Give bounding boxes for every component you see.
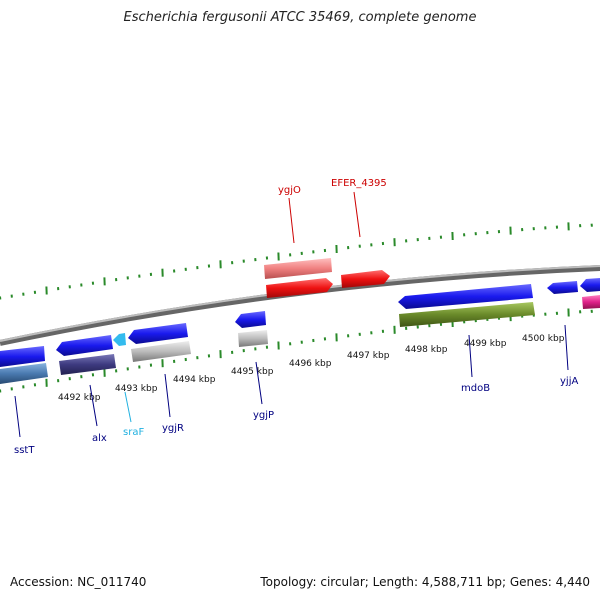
kbp-label: 4492 kbp xyxy=(58,393,101,403)
gene-label-alx[interactable]: alx xyxy=(92,433,107,444)
gene-sraF-ncrna[interactable] xyxy=(113,333,126,346)
kbp-labels: 4492 kbp 4493 kbp 4494 kbp 4495 kbp 4496… xyxy=(58,334,565,403)
accession-text: Accession: NC_011740 xyxy=(10,575,147,589)
gene-label-EFER-4395[interactable]: EFER_4395 xyxy=(331,178,387,189)
kbp-label: 4495 kbp xyxy=(231,367,274,377)
kbp-label: 4500 kbp xyxy=(522,334,565,344)
genome-summary-text: Topology: circular; Length: 4,588,711 bp… xyxy=(260,575,590,589)
gene-sstT-protein[interactable] xyxy=(0,363,48,384)
gene-label-ygjR[interactable]: ygjR xyxy=(162,423,184,434)
gene-ygjR-protein[interactable] xyxy=(131,341,191,362)
gene-ygjO-rna[interactable] xyxy=(264,258,332,279)
gene-label-yjjA[interactable]: yjjA xyxy=(560,376,578,387)
gene-label-sstT[interactable]: sstT xyxy=(14,445,35,456)
gene-label-mdoB[interactable]: mdoB xyxy=(461,383,490,394)
kbp-label: 4497 kbp xyxy=(347,351,390,361)
gene-mdoB-cds[interactable] xyxy=(398,284,533,309)
gene-label-ygjP[interactable]: ygjP xyxy=(253,410,274,421)
gene-next-cds[interactable] xyxy=(580,278,600,292)
gene-names: sstT alx sraF ygjR ygjP mdoB yjjA ygjO E… xyxy=(14,178,578,456)
gene-label-ygjO[interactable]: ygjO xyxy=(278,185,301,196)
gene-label-sraF[interactable]: sraF xyxy=(123,427,144,438)
kbp-label: 4496 kbp xyxy=(289,359,332,369)
genome-backbone-highlight xyxy=(0,265,600,342)
kbp-label: 4498 kbp xyxy=(405,345,448,355)
kbp-label: 4493 kbp xyxy=(115,384,158,394)
gene-ygjR-cds[interactable] xyxy=(128,323,188,344)
kbp-label: 4499 kbp xyxy=(464,339,507,349)
gene-ygjO-cds[interactable] xyxy=(266,278,333,298)
gene-label-lines xyxy=(14,191,569,438)
gene-yjjA-cds[interactable] xyxy=(547,281,578,294)
gene-EFER-4395-cds[interactable] xyxy=(341,270,390,288)
kbp-label: 4494 kbp xyxy=(173,375,216,385)
gene-alx-protein[interactable] xyxy=(59,354,116,375)
gene-mdoB-protein[interactable] xyxy=(399,302,535,327)
upper-tick-track xyxy=(0,222,593,300)
genome-title: Escherichia fergusonii ATCC 35469, compl… xyxy=(123,10,477,25)
gene-ygjP-cds[interactable] xyxy=(235,311,266,328)
gene-next-protein[interactable] xyxy=(582,295,600,309)
gene-alx-cds[interactable] xyxy=(56,335,113,356)
gene-ygjP-protein[interactable] xyxy=(238,330,268,347)
gene-sstT-cds[interactable] xyxy=(0,346,45,367)
